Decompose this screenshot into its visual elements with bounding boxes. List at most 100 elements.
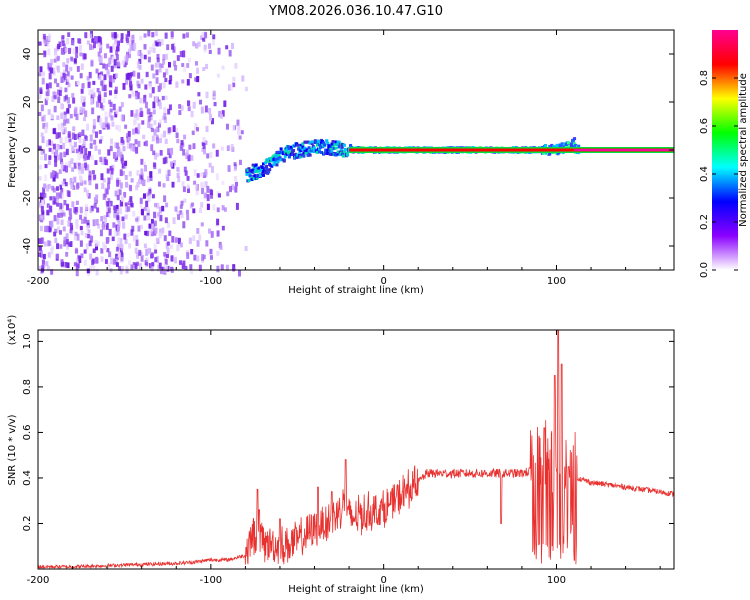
spectrogram-ridge-cell [312, 146, 316, 150]
spectrogram-cell [136, 170, 140, 176]
spectrogram-cell [72, 97, 76, 104]
spectrogram-cell [182, 33, 186, 39]
spectrogram-cell [179, 50, 183, 58]
spectrogram-cell [105, 237, 109, 244]
spectrogram-cell [229, 83, 233, 91]
spectrogram-cell [65, 165, 69, 173]
spectrogram-cell [117, 252, 121, 258]
spectrogram-cell [143, 44, 147, 50]
spectrogram-cell [59, 137, 63, 144]
spectrogram-cell [64, 162, 68, 169]
spectrogram-cell [150, 144, 154, 152]
spectrogram-cell [129, 144, 133, 151]
spectrogram-cell [43, 193, 47, 198]
spectrogram-cell [200, 202, 204, 208]
spectrogram-cell [216, 218, 220, 226]
spectrogram-cell [185, 209, 189, 215]
spectrogram-cell [184, 170, 188, 176]
spectrogram-cell [89, 134, 93, 142]
spectrogram-cell [73, 262, 77, 267]
spectrogram-cell [124, 160, 128, 166]
spectrogram-cell [139, 197, 143, 204]
spectrogram-cell [85, 243, 89, 250]
spectrogram-cell [53, 127, 57, 135]
spectrogram-cell [92, 265, 96, 272]
spectrogram-cell [142, 161, 146, 167]
spectrogram-cell [168, 79, 172, 85]
spectrogram-cell [149, 228, 153, 234]
spectrogram-cell [204, 140, 208, 145]
spectrogram-cell [79, 225, 83, 231]
spectrogram-cell [121, 60, 125, 65]
spectrogram-cell [69, 213, 73, 220]
spectrogram-cell [55, 172, 59, 179]
spectrogram-cell [196, 75, 200, 83]
spectrogram-cell [204, 32, 208, 39]
spectrogram-cell [125, 73, 129, 81]
spectrogram-ridge-cell [270, 164, 274, 168]
spectrogram-cell [131, 90, 135, 97]
spectrogram-ridge-cell [340, 145, 344, 149]
spectrogram-ridge-cell [253, 170, 257, 174]
spectrogram-cell [115, 109, 119, 115]
spectrogram-ridge-cell [333, 142, 337, 146]
spectrogram-cell [158, 101, 162, 107]
spectrogram-ridge-cell [343, 147, 347, 151]
spectrogram-cell [158, 67, 162, 73]
spectrogram-cell [75, 269, 79, 277]
spectrogram-cell [154, 257, 158, 263]
spectrogram-cell [173, 256, 177, 264]
spectrogram-cell [102, 242, 106, 249]
spectrogram-cell [65, 203, 69, 211]
spectrogram-cell [71, 93, 75, 99]
spectrogram-ridge-cell [276, 157, 280, 161]
spectrogram-cell [170, 31, 174, 38]
spectrogram-cell [81, 83, 85, 89]
spectrogram-cell [139, 97, 143, 104]
spectrogram-cell [67, 131, 71, 138]
spectrogram-cell [108, 75, 112, 80]
spectrogram-cell [143, 54, 147, 60]
spectrogram-cell [59, 212, 63, 218]
spectrogram-cell [63, 119, 67, 126]
spectrogram-cell [64, 136, 68, 143]
spectrogram-cell [164, 156, 168, 164]
spectrogram-cell [208, 228, 212, 234]
spectrogram-cell [81, 163, 85, 168]
spectrogram-cell [147, 121, 151, 129]
spectrogram-cell [91, 170, 95, 175]
spectrogram-cell [68, 208, 72, 215]
spectrogram-cell [118, 204, 122, 211]
spectrogram-cell [217, 47, 221, 55]
spectrogram-cell [60, 192, 64, 200]
spectrogram-ridge-cell [299, 149, 303, 153]
spectrogram-cell [82, 96, 86, 102]
spectrogram-cell [117, 231, 121, 236]
spectrogram-cell [159, 214, 163, 222]
spectrogram-cell [151, 194, 155, 199]
spectrogram-cell [188, 144, 192, 150]
spectrogram-cell [191, 130, 195, 136]
spectrogram-cell [221, 65, 225, 70]
spectrogram-ridge-cell [294, 152, 298, 156]
spectrogram-cell [90, 94, 94, 100]
spectrogram-cell [185, 32, 189, 38]
spectrogram-cell [123, 164, 127, 169]
spectrogram-cell [82, 139, 86, 146]
spectrogram-cell [103, 84, 107, 92]
spectrogram-cell [75, 224, 79, 230]
spectrogram-cell [201, 147, 205, 152]
spectrogram-cell [54, 228, 58, 234]
spectrogram-cell [190, 155, 194, 161]
spectrogram-ridge-cell [248, 172, 252, 176]
spectrogram-cell [127, 135, 131, 142]
spectrogram-cell [95, 268, 99, 276]
spectrogram-cell [115, 246, 119, 252]
spectrogram-cell [124, 202, 128, 207]
spectrogram-cell [120, 257, 124, 264]
spectrogram-cell [223, 100, 227, 107]
spectrogram-cell [135, 146, 139, 154]
spectrogram-cell [146, 215, 150, 221]
spectrogram-cell [69, 177, 73, 185]
spectrogram-cell [174, 206, 178, 212]
